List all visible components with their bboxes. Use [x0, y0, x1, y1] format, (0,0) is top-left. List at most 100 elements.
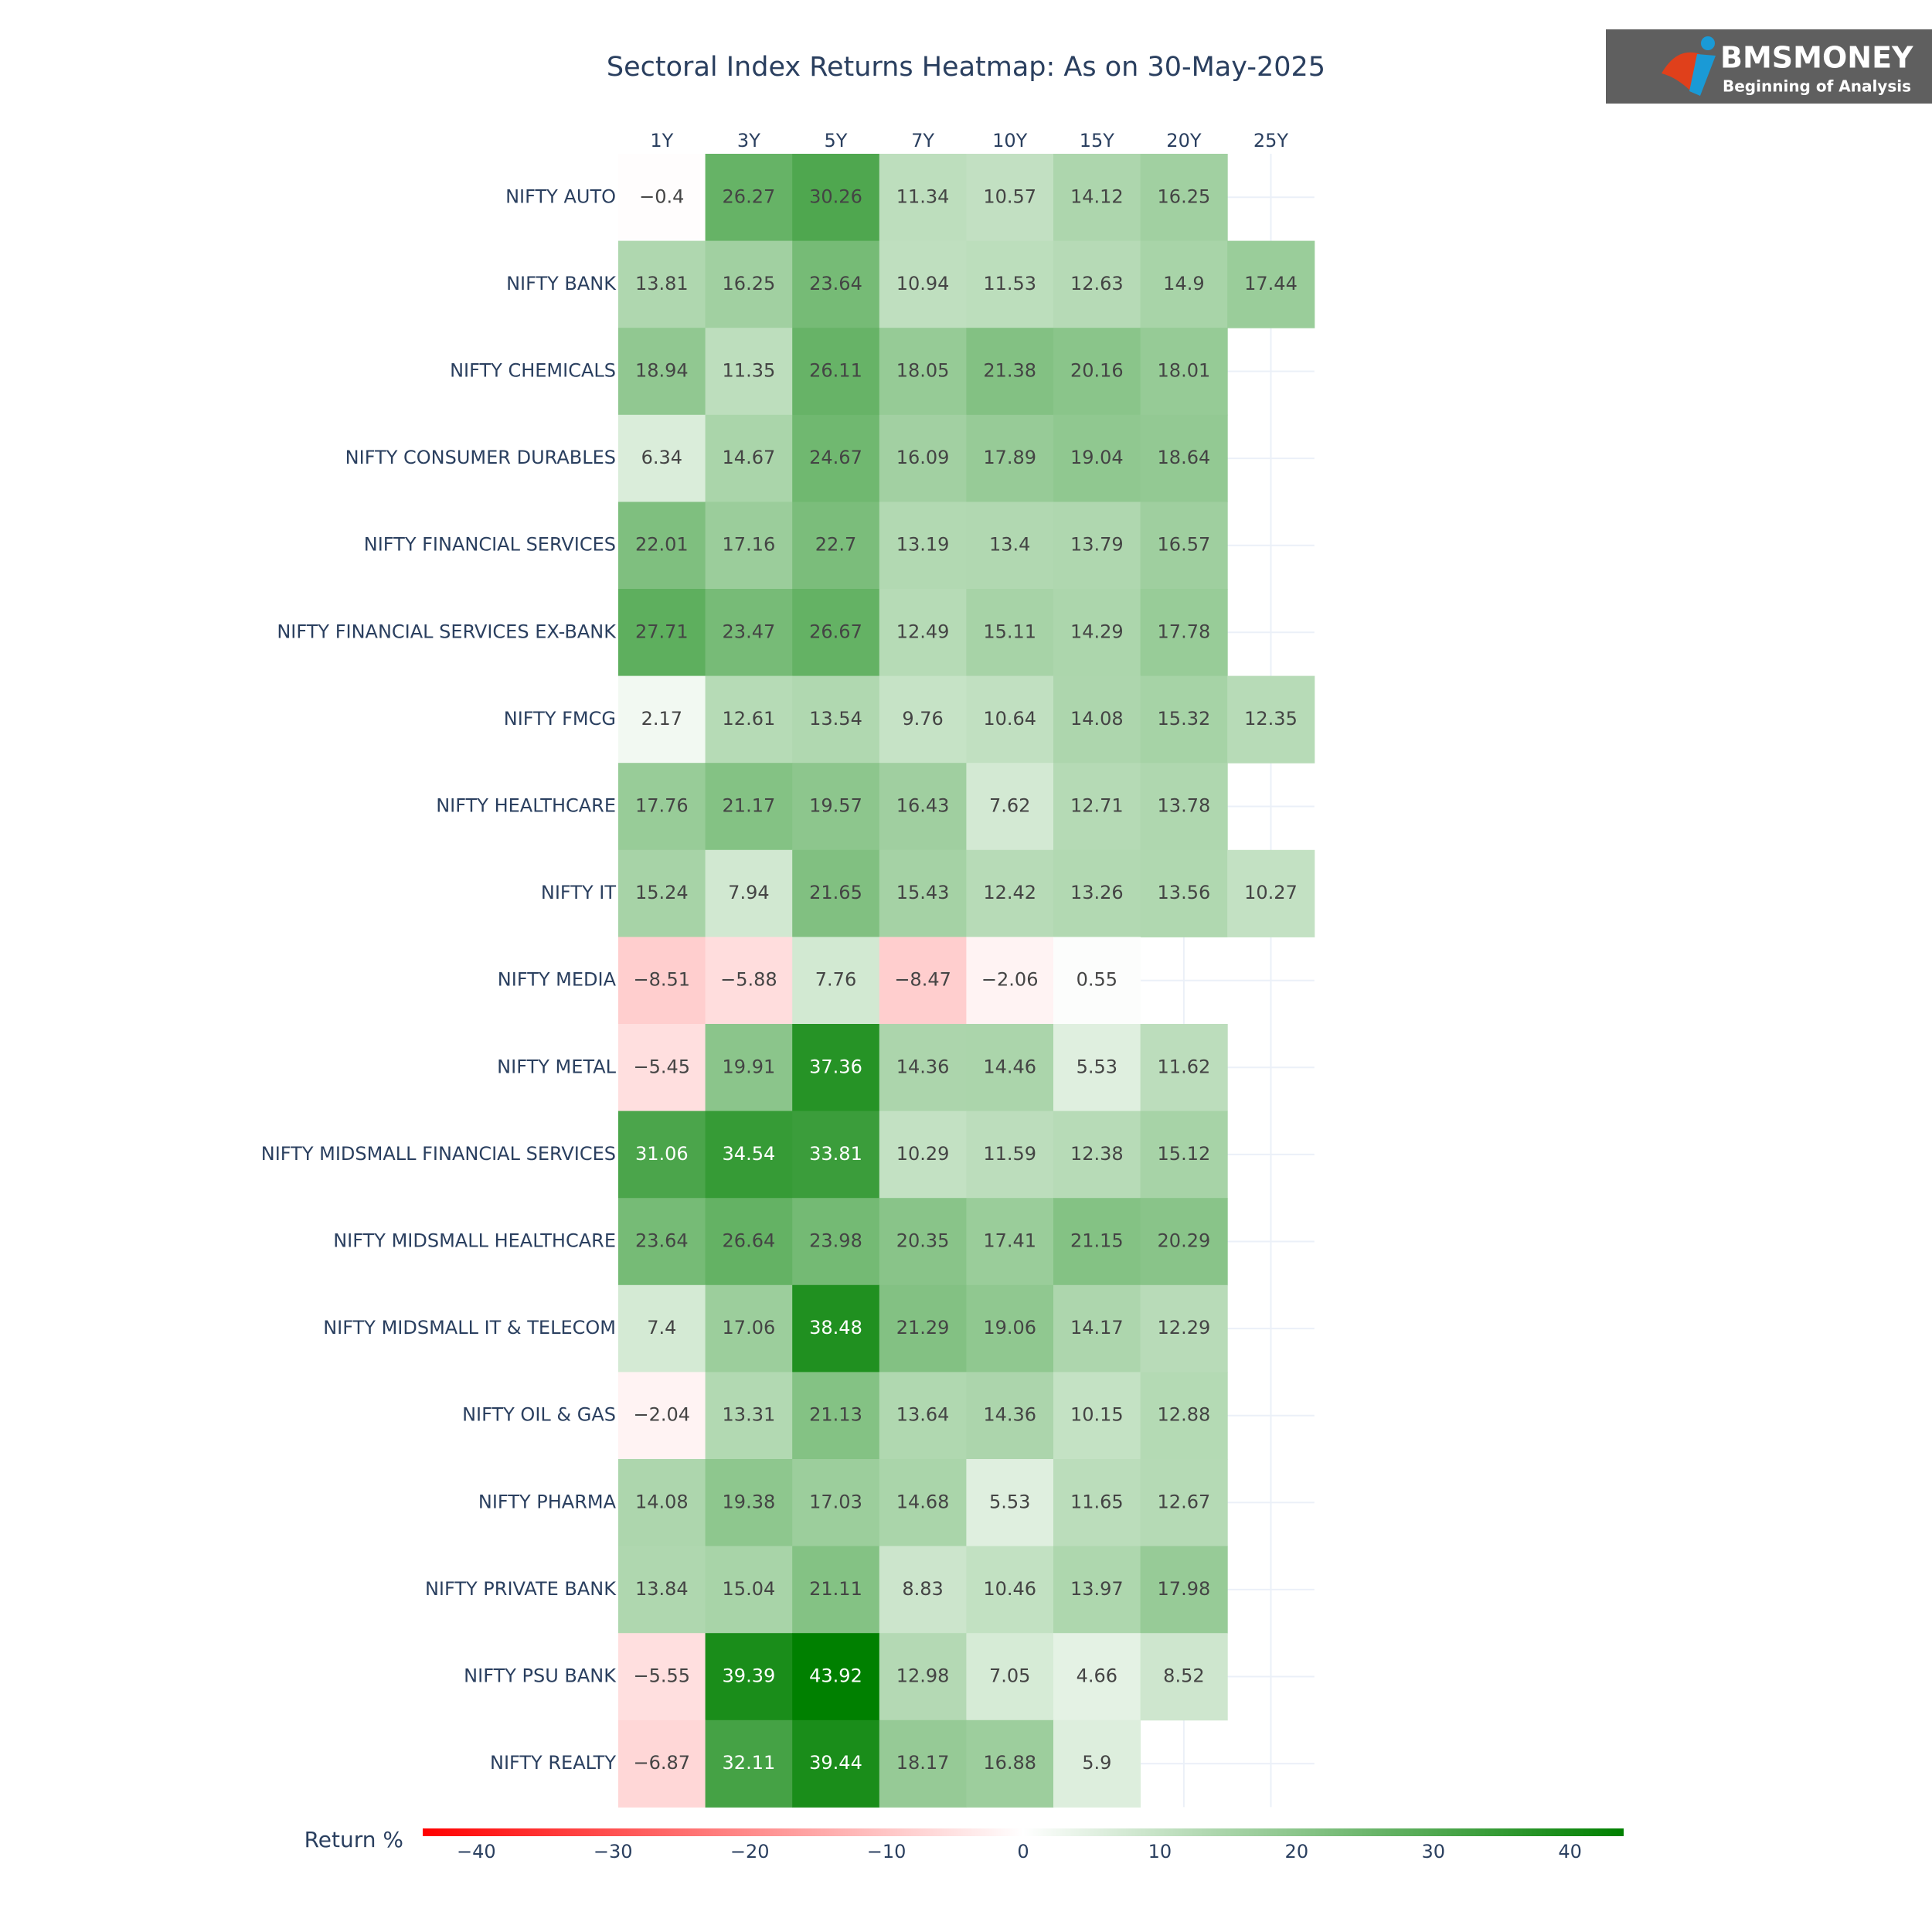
cell-label: 16.25 [723, 273, 776, 294]
cell-label: 26.64 [723, 1230, 776, 1252]
cell-label: 8.83 [902, 1578, 943, 1600]
cell-label: 19.38 [723, 1491, 776, 1512]
heatmap-cell [879, 589, 967, 677]
cell-label: 26.27 [723, 185, 776, 207]
cell-label: 0.55 [1077, 969, 1117, 991]
heatmap-cell [879, 1546, 967, 1634]
cell-label: 21.65 [809, 882, 862, 903]
heatmap-cell [1140, 154, 1228, 242]
y-tick-label: NIFTY CONSUMER DURABLES [345, 447, 616, 468]
cell-label: 13.78 [1158, 795, 1211, 817]
cell-label: 12.42 [983, 882, 1036, 903]
cell-label: 23.47 [723, 621, 776, 642]
cell-label: 13.64 [896, 1404, 950, 1426]
cell-label: 20.29 [1158, 1230, 1211, 1252]
cell-label: 13.97 [1070, 1578, 1124, 1600]
heatmap-cell [966, 1284, 1054, 1372]
heatmap-cell [966, 589, 1054, 677]
heatmap-cell [879, 240, 967, 328]
x-tick-label: 10Y [992, 130, 1028, 151]
heatmap-cell [792, 849, 880, 937]
heatmap-cell [1053, 414, 1141, 502]
cell-label: 19.57 [809, 795, 862, 817]
cell-label: 37.36 [809, 1056, 862, 1077]
cell-label: 12.63 [1070, 273, 1124, 294]
y-tick-label: NIFTY PHARMA [478, 1491, 617, 1512]
cell-label: 5.53 [1077, 1056, 1117, 1077]
heatmap-cell [1053, 589, 1141, 677]
cell-label: 10.15 [1070, 1404, 1124, 1426]
cell-label: 12.49 [896, 621, 950, 642]
cell-label: −8.51 [634, 969, 691, 991]
colorbar-title: Return % [304, 1827, 403, 1852]
heatmap-cell [705, 849, 793, 937]
heatmap-cell [792, 240, 880, 328]
y-tick-label: NIFTY METAL [497, 1056, 616, 1077]
heatmap-cell [1140, 328, 1228, 416]
cell-label: 14.08 [1070, 708, 1124, 730]
cell-label: 13.79 [1070, 534, 1124, 556]
cell-label: 15.43 [896, 882, 950, 903]
heatmap-cell [618, 328, 706, 416]
cell-label: 30.26 [809, 185, 862, 207]
colorbar-tick-label: 0 [1017, 1841, 1029, 1862]
colorbar-tick-label: 10 [1148, 1841, 1172, 1862]
heatmap-cell [618, 1459, 706, 1547]
x-tick-label: 20Y [1166, 130, 1202, 151]
cell-label: 11.59 [983, 1143, 1036, 1165]
cell-label: 12.67 [1158, 1491, 1211, 1512]
heatmap-cell [705, 1459, 793, 1547]
cell-label: 39.39 [723, 1665, 776, 1687]
heatmap-cell [1140, 675, 1228, 764]
heatmap-cell [966, 1546, 1054, 1634]
cell-label: 5.9 [1082, 1752, 1111, 1774]
cell-label: 17.98 [1158, 1578, 1211, 1600]
cell-label: 12.71 [1070, 795, 1124, 817]
y-tick-label: NIFTY FINANCIAL SERVICES EX-BANK [277, 621, 617, 642]
colorbar-tick-label: −10 [867, 1841, 906, 1862]
y-tick-label: NIFTY FMCG [504, 708, 616, 730]
heatmap-cell [618, 1719, 706, 1808]
heatmap-cell [1140, 414, 1228, 502]
heatmap-cell [1140, 1024, 1228, 1112]
cell-label: 17.76 [635, 795, 689, 817]
heatmap-cell [705, 1284, 793, 1372]
y-tick-label: NIFTY HEALTHCARE [436, 795, 616, 817]
heatmap-cell [1140, 1198, 1228, 1286]
heatmap-cell [879, 937, 967, 1025]
heatmap-cell [792, 502, 880, 590]
cell-label: 14.67 [723, 447, 776, 468]
heatmap-cell [792, 675, 880, 764]
y-tick-label: NIFTY AUTO [505, 185, 616, 207]
heatmap-cell [618, 589, 706, 677]
cell-label: 11.62 [1158, 1056, 1211, 1077]
cell-label: 18.01 [1158, 360, 1211, 382]
logo-name: BMSMONEY [1720, 41, 1913, 75]
cell-label: 17.78 [1158, 621, 1211, 642]
cell-label: 21.38 [983, 360, 1036, 382]
cell-label: 10.29 [896, 1143, 950, 1165]
cell-label: 7.76 [815, 969, 856, 991]
cell-label: 17.41 [983, 1230, 1036, 1252]
heatmap-cell [879, 414, 967, 502]
cell-label: 12.98 [896, 1665, 950, 1687]
heatmap-cell [966, 240, 1054, 328]
heatmap-cell [618, 414, 706, 502]
heatmap-cell [1140, 1546, 1228, 1634]
heatmap-cell [792, 589, 880, 677]
y-tick-label: NIFTY MIDSMALL IT & TELECOM [323, 1317, 616, 1338]
heatmap-cell [1053, 240, 1141, 328]
heatmap-cell [966, 1633, 1054, 1721]
heatmap-cell [1053, 1111, 1141, 1199]
colorbar-tick-label: −20 [730, 1841, 770, 1862]
x-tick-label: 7Y [911, 130, 934, 151]
heatmap-cell [879, 1111, 967, 1199]
heatmap-cell [1053, 1198, 1141, 1286]
heatmap-cell [792, 1546, 880, 1634]
heatmap-cell [618, 937, 706, 1025]
heatmap-cell [618, 1633, 706, 1721]
heatmap-cell [618, 763, 706, 851]
y-tick-label: NIFTY CHEMICALS [450, 360, 616, 382]
cell-label: 17.16 [723, 534, 776, 556]
